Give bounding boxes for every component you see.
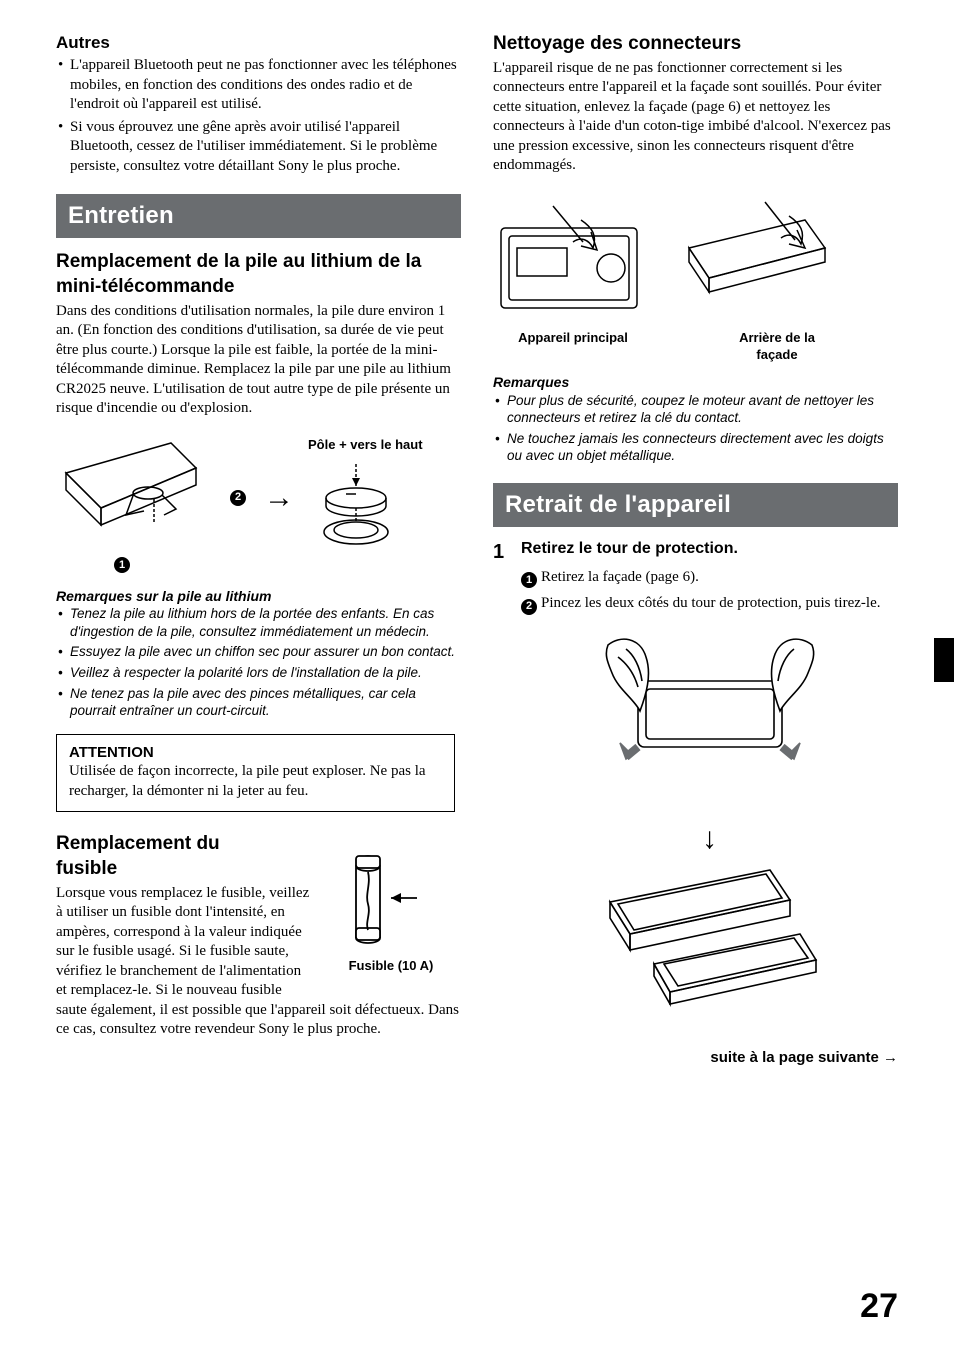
- list-item: L'appareil Bluetooth peut ne pas fonctio…: [56, 56, 461, 115]
- list-remarques-pile: Tenez la pile au lithium hors de la port…: [56, 605, 461, 719]
- list-item: Ne tenez pas la pile avec des pinces mét…: [56, 685, 461, 720]
- fuse-illustration: [321, 838, 441, 958]
- substep-1: 1Retirez la façade (page 6).: [521, 568, 898, 589]
- list-item: Veillez à respecter la polarité lors de …: [56, 664, 461, 682]
- list-item: Essuyez la pile avec un chiffon sec pour…: [56, 643, 461, 661]
- heading-fusible: Remplacement du fusible: [56, 832, 256, 881]
- side-tab: [934, 638, 954, 682]
- list-item: Tenez la pile au lithium hors de la port…: [56, 605, 461, 640]
- figure-fuse: Fusible (10 A): [321, 838, 461, 975]
- remarques-pile-title: Remarques sur la pile au lithium: [56, 587, 461, 605]
- arrow-down-icon: ↓: [521, 819, 898, 858]
- step-1: 1 Retirez le tour de protection. 1Retire…: [493, 539, 898, 1067]
- list-item: Si vous éprouvez une gêne après avoir ut…: [56, 118, 461, 177]
- battery-figure-group: Pôle + vers le haut: [308, 437, 423, 558]
- section-banner-retrait: Retrait de l'appareil: [493, 483, 898, 527]
- battery-illustration: [308, 458, 404, 558]
- caution-body: Utilisée de façon incorrecte, la pile pe…: [69, 762, 442, 801]
- caution-title: ATTENTION: [69, 743, 442, 763]
- figure-collar-separated: [521, 862, 898, 1032]
- remote-illustration: [56, 433, 216, 563]
- step-title: Retirez le tour de protection.: [521, 539, 898, 560]
- callout-2-icon: 2: [230, 490, 246, 506]
- substep-2-text: Pincez les deux côtés du tour de protect…: [541, 595, 880, 611]
- substep-2-icon: 2: [521, 599, 537, 615]
- main-unit-illustration: [493, 196, 653, 326]
- page-number: 27: [860, 1284, 898, 1328]
- caution-box: ATTENTION Utilisée de façon incorrecte, …: [56, 734, 455, 813]
- remarques-connect-title: Remarques: [493, 373, 898, 391]
- pole-label: Pôle + vers le haut: [308, 437, 423, 454]
- substep-1-text: Retirez la façade (page 6).: [541, 569, 699, 585]
- figure-hands-pinch: [521, 625, 898, 815]
- continue-arrow-icon: →: [883, 1049, 898, 1066]
- list-remarques-connect: Pour plus de sécurité, coupez le moteur …: [493, 392, 898, 465]
- substep-2: 2Pincez les deux côtés du tour de protec…: [521, 594, 898, 615]
- callout-1-icon: 1: [114, 557, 130, 573]
- right-column: Nettoyage des connecteurs L'appareil ris…: [493, 32, 898, 1067]
- figure-connectors: Appareil principal Arrière de la façade: [493, 196, 898, 364]
- continue-text: suite à la page suivante →: [521, 1048, 898, 1068]
- faceplate-illustration: [677, 196, 837, 326]
- body-nettoyage: L'appareil risque de ne pas fonctionner …: [493, 59, 898, 176]
- figure-faceplate: Arrière de la façade: [677, 196, 837, 364]
- step-number: 1: [493, 539, 511, 565]
- collar-illustration: [590, 862, 830, 1032]
- arrow-right-icon: →: [264, 478, 294, 517]
- section-banner-entretien: Entretien: [56, 194, 461, 238]
- label-main-unit: Appareil principal: [493, 330, 653, 347]
- body-pile: Dans des conditions d'utilisation normal…: [56, 302, 461, 419]
- left-column: Autres L'appareil Bluetooth peut ne pas …: [56, 32, 461, 1067]
- list-item: Ne touchez jamais les connecteurs direct…: [493, 430, 898, 465]
- list-autres: L'appareil Bluetooth peut ne pas fonctio…: [56, 56, 461, 176]
- fuse-label: Fusible (10 A): [321, 958, 461, 975]
- heading-pile: Remplacement de la pile au lithium de la…: [56, 250, 461, 299]
- continue-label: suite à la page suivante: [710, 1049, 883, 1066]
- page-columns: Autres L'appareil Bluetooth peut ne pas …: [56, 32, 898, 1067]
- figure-remote-battery: 2 → Pôle + vers le haut: [56, 433, 461, 563]
- heading-nettoyage: Nettoyage des connecteurs: [493, 32, 898, 57]
- list-item: Pour plus de sécurité, coupez le moteur …: [493, 392, 898, 427]
- heading-autres: Autres: [56, 32, 461, 54]
- substep-1-icon: 1: [521, 572, 537, 588]
- label-faceplate: Arrière de la façade: [717, 330, 837, 364]
- pinch-illustration: [590, 625, 830, 815]
- figure-main-unit: Appareil principal: [493, 196, 653, 364]
- section-fusible: Fusible (10 A) Remplacement du fusible L…: [56, 832, 461, 1043]
